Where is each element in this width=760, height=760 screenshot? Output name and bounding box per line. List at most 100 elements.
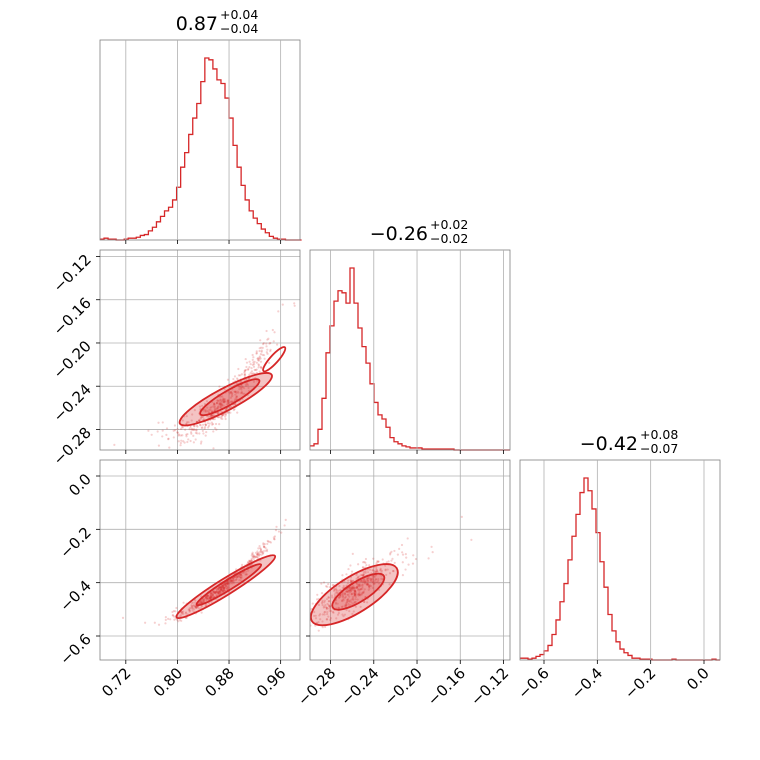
sample-point: [219, 589, 223, 592]
sample-point: [250, 557, 253, 560]
sample-point: [359, 574, 363, 577]
sample-point: [200, 416, 203, 419]
sample-point: [238, 574, 241, 577]
sample-point: [215, 407, 218, 410]
sample-point: [374, 574, 378, 577]
sample-point: [181, 612, 184, 615]
sample-point: [358, 585, 361, 588]
sample-point: [215, 401, 219, 404]
sample-point: [225, 403, 229, 406]
sample-point: [354, 591, 357, 594]
sample-point: [360, 592, 363, 595]
sample-point: [227, 401, 230, 404]
sample-point: [327, 600, 330, 603]
sample-point: [239, 575, 242, 579]
sample-point: [225, 588, 228, 591]
sample-point: [181, 611, 184, 614]
sample-point: [361, 591, 364, 594]
sample-point: [206, 594, 209, 597]
x-tick-label-1-2: −0.20: [381, 664, 426, 709]
sample-point: [247, 367, 250, 371]
sample-point: [209, 597, 212, 600]
sample-point: [384, 569, 387, 572]
sample-point: [208, 408, 211, 411]
histogram-panel-0: [99, 39, 302, 244]
sample-point: [234, 390, 237, 393]
sample-point: [219, 405, 222, 408]
sample-point: [220, 585, 223, 588]
sample-point: [188, 427, 191, 431]
sample-point: [191, 607, 195, 610]
sample-point: [349, 603, 352, 607]
sample-point: [221, 585, 225, 588]
sample-point: [265, 345, 268, 348]
sample-point: [235, 578, 238, 581]
sample-point: [186, 432, 189, 436]
sample-point: [189, 426, 192, 429]
sample-point: [207, 410, 210, 413]
sample-point: [190, 432, 193, 435]
sample-point: [319, 613, 322, 616]
sample-point: [328, 605, 331, 608]
sample-point: [337, 606, 340, 610]
sample-point: [231, 394, 234, 397]
sample-point: [190, 607, 194, 610]
sample-point: [161, 435, 164, 438]
sample-point: [331, 610, 335, 614]
sample-point: [256, 551, 260, 555]
sample-point: [220, 589, 224, 592]
param-title-plus-2: +0.08: [640, 427, 678, 442]
sample-point: [328, 586, 331, 589]
sample-point: [229, 396, 232, 400]
sample-point: [217, 416, 220, 419]
sample-point: [194, 605, 198, 608]
sample-point: [219, 402, 222, 405]
sample-point: [329, 618, 332, 622]
sample-point: [362, 573, 365, 576]
sample-point: [365, 583, 368, 586]
sample-point: [314, 617, 318, 620]
sample-point: [379, 567, 382, 570]
sample-points-1: [121, 518, 287, 626]
sample-point: [325, 597, 329, 601]
sample-point: [363, 560, 366, 564]
sample-point: [375, 566, 378, 569]
sample-point: [164, 622, 167, 625]
x-tick-label-0-0: 0.72: [98, 664, 134, 700]
sample-point: [147, 429, 150, 432]
sample-point: [324, 606, 328, 609]
sample-point: [337, 589, 340, 592]
sample-point: [336, 592, 339, 595]
sample-point: [220, 403, 224, 407]
sample-point: [185, 415, 188, 418]
sample-point: [226, 399, 230, 402]
sample-point: [220, 585, 223, 589]
sample-point: [210, 406, 213, 409]
sample-point: [245, 570, 248, 573]
y-tick-label-2-2: −0.2: [56, 523, 94, 561]
sample-point: [204, 434, 207, 437]
sample-point: [222, 398, 226, 401]
sample-point: [355, 574, 358, 577]
sample-point: [327, 596, 330, 599]
sample-point: [353, 590, 357, 593]
sample-point: [164, 618, 167, 621]
sample-point: [206, 409, 209, 413]
sample-point: [217, 591, 220, 594]
sample-point: [205, 430, 208, 434]
sample-point: [372, 557, 375, 560]
sample-point: [224, 584, 227, 587]
sample-point: [347, 597, 350, 601]
sample-point: [366, 583, 370, 586]
sample-point: [200, 600, 203, 603]
sample-point: [375, 570, 379, 573]
sample-point: [335, 590, 338, 593]
sample-point: [208, 422, 211, 425]
sample-point: [404, 553, 407, 556]
sample-point: [393, 561, 396, 564]
sample-point: [371, 580, 375, 584]
sample-point: [332, 611, 335, 614]
sample-point: [203, 427, 206, 430]
sample-point: [219, 591, 223, 594]
sample-point: [222, 586, 225, 589]
